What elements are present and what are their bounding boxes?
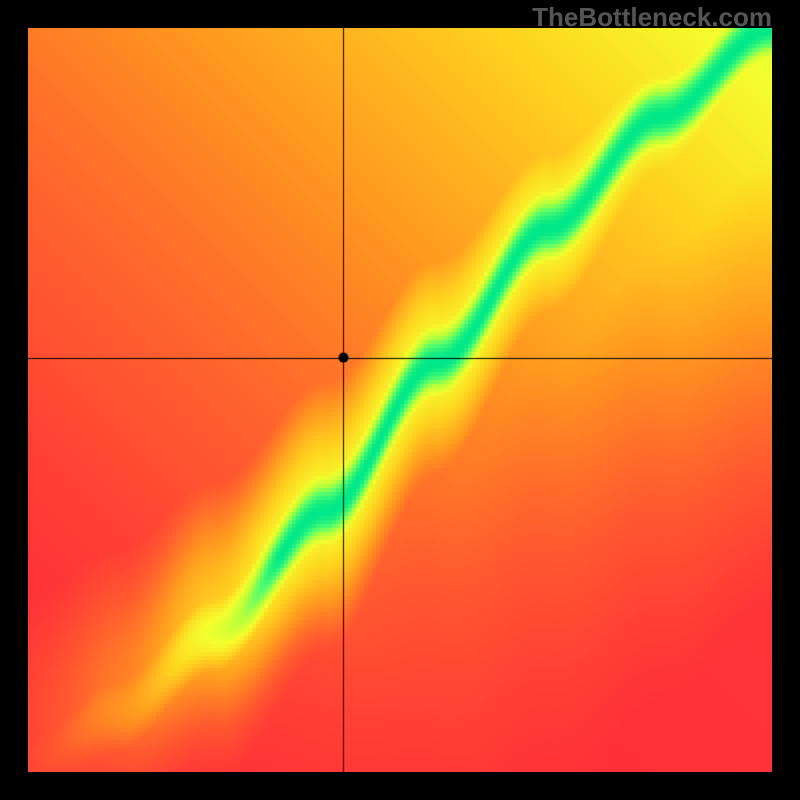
watermark-text: TheBottleneck.com xyxy=(532,2,772,33)
bottleneck-heatmap xyxy=(28,28,772,772)
chart-container: TheBottleneck.com xyxy=(0,0,800,800)
